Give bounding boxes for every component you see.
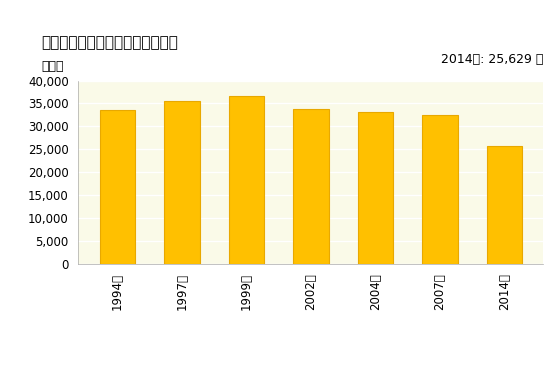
Text: ［人］: ［人］: [41, 60, 64, 73]
Text: 機械器具小売業の従業者数の推移: 機械器具小売業の従業者数の推移: [41, 36, 178, 51]
Bar: [228, 96, 264, 264]
Bar: [293, 109, 329, 264]
Bar: [487, 146, 522, 264]
Bar: [358, 112, 393, 264]
Bar: [422, 115, 458, 264]
Bar: [100, 110, 135, 264]
Text: 2014年: 25,629 人: 2014年: 25,629 人: [441, 53, 543, 66]
Bar: [164, 101, 199, 264]
